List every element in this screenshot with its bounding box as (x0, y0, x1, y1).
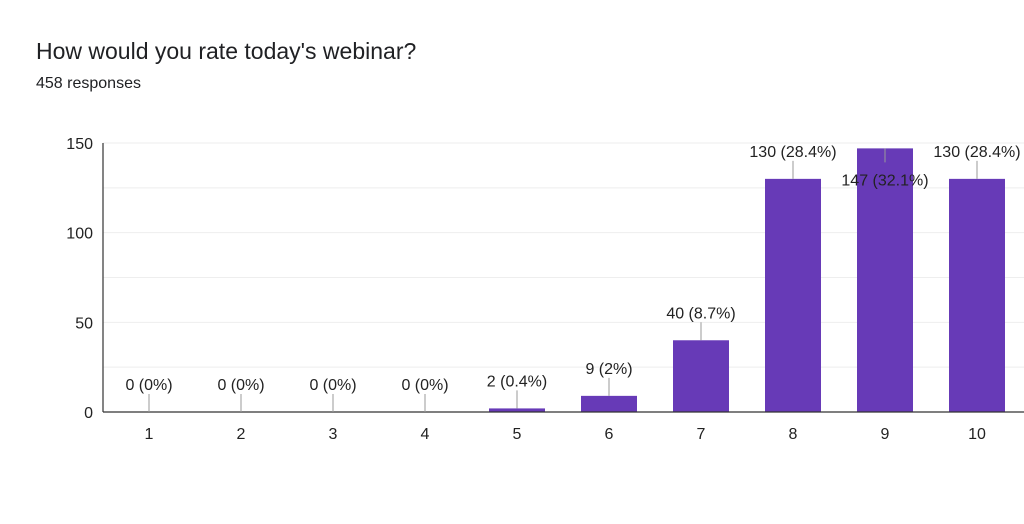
x-tick-label: 1 (145, 426, 154, 443)
data-label: 0 (0%) (217, 377, 264, 394)
x-tick-label: 9 (881, 426, 890, 443)
x-tick-label: 3 (329, 426, 338, 443)
y-tick-label: 0 (84, 405, 93, 422)
data-label: 147 (32.1%) (841, 172, 928, 189)
axes (102, 143, 1024, 413)
data-label: 130 (28.4%) (933, 144, 1020, 161)
chart-title: How would you rate today's webinar? (36, 38, 417, 64)
bar (765, 178, 821, 412)
bar (581, 395, 637, 412)
data-labels: 0 (0%) 0 (0%) 0 (0%) 0 (0%) 2 (0.4%) 9 (2%) 40… (125, 144, 1021, 412)
x-tick-label: 2 (237, 426, 246, 443)
x-tick-label: 10 (968, 426, 986, 443)
data-label: 2 (0.4%) (487, 373, 547, 390)
response-count: 458 responses (36, 75, 141, 92)
x-axis-ticks: 1 2 3 4 5 6 7 8 9 10 (145, 426, 986, 443)
bar (489, 408, 545, 412)
data-label: 9 (2%) (585, 361, 632, 378)
x-tick-label: 8 (789, 426, 798, 443)
data-label: 40 (8.7%) (666, 305, 735, 322)
bar (673, 340, 729, 412)
bar (949, 178, 1005, 412)
data-label: 0 (0%) (309, 377, 356, 394)
x-tick-label: 7 (697, 426, 706, 443)
data-label: 0 (0%) (401, 377, 448, 394)
y-tick-label: 150 (66, 136, 93, 153)
bar (857, 148, 913, 412)
x-tick-label: 6 (605, 426, 614, 443)
y-axis-ticks: 0 50 100 150 (66, 136, 93, 422)
y-tick-label: 100 (66, 226, 93, 243)
data-label: 130 (28.4%) (749, 144, 836, 161)
x-tick-label: 4 (421, 426, 430, 443)
bars (489, 148, 1005, 412)
data-label: 0 (0%) (125, 377, 172, 394)
y-tick-label: 50 (75, 315, 93, 332)
x-tick-label: 5 (513, 426, 522, 443)
